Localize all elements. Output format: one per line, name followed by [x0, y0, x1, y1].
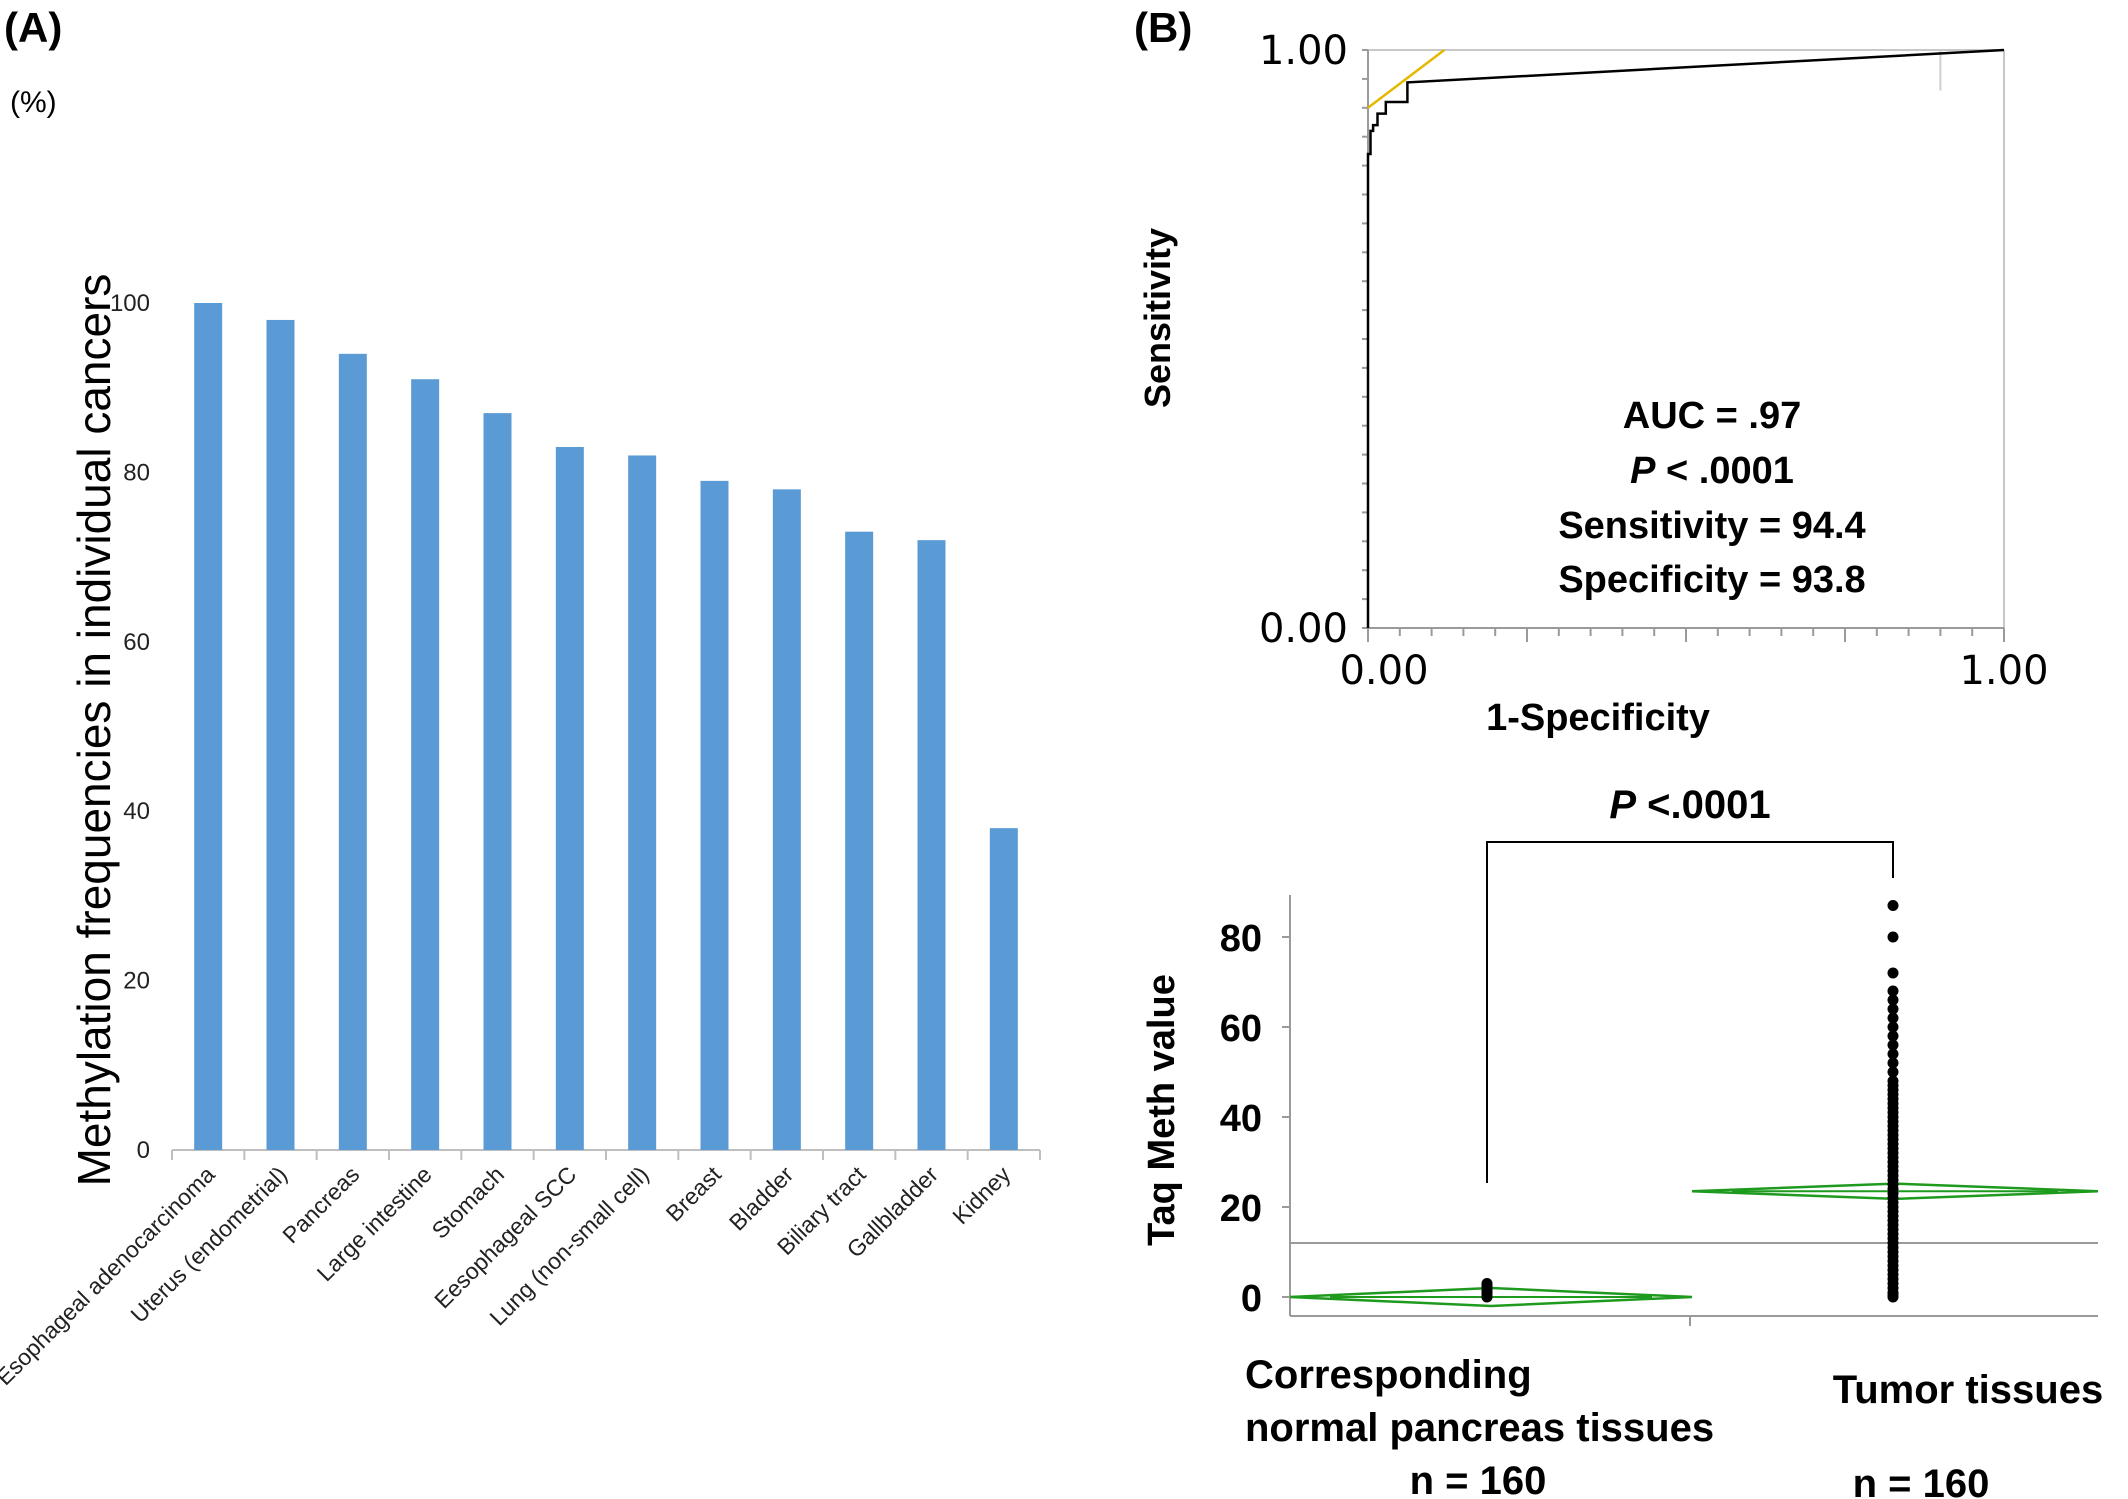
- roc-annotations: AUC = .97 P < .0001 Sensitivity = 94.4 Spec…: [1558, 395, 1865, 601]
- bar-chart-y-tick-label: 80: [123, 459, 150, 486]
- bar: [266, 319, 295, 1150]
- roc-x-tick-label: 1.00: [1959, 648, 2048, 694]
- scatter-y-tick-label: 0: [1241, 1278, 1262, 1320]
- bar-chart: Methylation frequencies in individual ca…: [0, 274, 1041, 1390]
- significance-p-value: P <.0001: [1609, 783, 1770, 827]
- data-point: [1887, 1075, 1899, 1087]
- panel-a-label: (A): [4, 4, 62, 51]
- bar: [700, 480, 729, 1150]
- bar: [845, 531, 874, 1150]
- roc-curve: [1366, 48, 2005, 628]
- scatter-y-ticks: 0 20 40 60 80: [1220, 918, 1290, 1320]
- data-point: [1887, 1030, 1899, 1042]
- bar: [917, 540, 946, 1150]
- group-2-label: Tumor tissues: [1833, 1368, 2103, 1412]
- group-1-label-line-1: Corresponding: [1245, 1353, 1532, 1397]
- data-point: [1887, 994, 1899, 1006]
- group-labels: Corresponding normal pancreas tissues n = …: [1245, 1353, 2103, 1499]
- scatter-y-tick-label: 80: [1220, 918, 1262, 960]
- bar-chart-y-tick-label: 0: [137, 1137, 150, 1164]
- bar: [483, 413, 512, 1150]
- scatter-y-axis-label: Taq Meth value: [1141, 974, 1183, 1246]
- significance-bracket: P <.0001: [1486, 783, 1894, 1183]
- methylation-scatter-chart: Taq Meth value 0 20 40 60 80 P <.0001 Corres…: [1141, 783, 2103, 1499]
- bar-chart-axes: [171, 1149, 1041, 1160]
- roc-x-axis-label: 1-Specificity: [1486, 697, 1710, 739]
- group-1-label-line-2: normal pancreas tissues: [1245, 1406, 1714, 1450]
- bar: [555, 446, 584, 1150]
- roc-y-tick-label: 0.00: [1259, 606, 1348, 652]
- mean-diamonds: [1289, 1182, 2099, 1308]
- data-point: [1887, 1039, 1899, 1051]
- group-2-n-label: n = 160: [1853, 1462, 1990, 1499]
- roc-chart: Sensitivity 1-Specificity 1.000.000.00 1.…: [1137, 28, 2049, 739]
- bar-chart-y-tick-label: 60: [123, 629, 150, 656]
- specificity-annotation: Specificity = 93.8: [1558, 559, 1865, 601]
- data-point: [1887, 1012, 1899, 1024]
- data-point: [1887, 1066, 1899, 1078]
- mean-ci-diamond: [1289, 1286, 1693, 1308]
- data-point: [1887, 985, 1899, 997]
- bar-chart-bars: [194, 303, 1018, 1151]
- bar-chart-category-label: Bladder: [724, 1161, 799, 1236]
- bar: [411, 379, 440, 1151]
- roc-y-axis-label: Sensitivity: [1137, 228, 1178, 408]
- bar-chart-y-tick-label: 100: [110, 290, 150, 317]
- bar-chart-category-label: Kidney: [947, 1161, 1015, 1229]
- scatter-y-tick-label: 60: [1220, 1008, 1262, 1050]
- auc-annotation: AUC = .97: [1623, 395, 1801, 437]
- data-point: [1887, 1021, 1899, 1033]
- roc-tangent-line: [1367, 49, 1446, 109]
- data-point: [1887, 967, 1899, 979]
- panel-a-unit-label: (%): [10, 86, 57, 119]
- roc-x-minor-ticks: [1362, 49, 2005, 642]
- scatter-axes: [1289, 895, 2098, 1326]
- roc-curves: [1366, 48, 2005, 628]
- bar: [194, 303, 223, 1150]
- bar-chart-y-tick-label: 20: [123, 968, 150, 995]
- roc-x-tick-label: 0.00: [1339, 648, 1428, 694]
- significance-bracket-line: [1486, 841, 1894, 1183]
- roc-tick-labels: 1.00 0.000.00 1.00: [1259, 28, 2049, 694]
- bar-chart-y-axis-label: Methylation frequencies in individual ca…: [68, 274, 120, 1187]
- data-point: [1887, 900, 1899, 911]
- data-point: [1887, 931, 1899, 943]
- bar: [772, 489, 801, 1151]
- roc-y-tick-label: 1.00: [1259, 28, 1348, 74]
- bar: [628, 455, 657, 1151]
- scatter-y-tick-label: 20: [1220, 1188, 1262, 1230]
- bar-chart-y-tick-label: 40: [123, 798, 150, 825]
- group-1-n-label: n = 160: [1410, 1459, 1547, 1499]
- data-point: [1481, 1278, 1493, 1289]
- data-point: [1887, 1057, 1899, 1069]
- scatter-y-tick-label: 40: [1220, 1098, 1262, 1140]
- sensitivity-annotation: Sensitivity = 94.4: [1558, 505, 1865, 547]
- panel-b-label: (B): [1134, 4, 1192, 51]
- data-point: [1887, 1048, 1899, 1060]
- bar-chart-category-label: Breast: [661, 1161, 727, 1227]
- bar: [989, 828, 1018, 1150]
- data-point: [1887, 1003, 1899, 1015]
- bar-chart-y-ticks: 0 20 40 60 80 100: [110, 290, 150, 1164]
- mean-ci-diamond: [1691, 1182, 2099, 1201]
- p-value-annotation: P < .0001: [1630, 450, 1794, 492]
- scatter-points: [1481, 900, 1899, 1303]
- bar: [338, 353, 367, 1150]
